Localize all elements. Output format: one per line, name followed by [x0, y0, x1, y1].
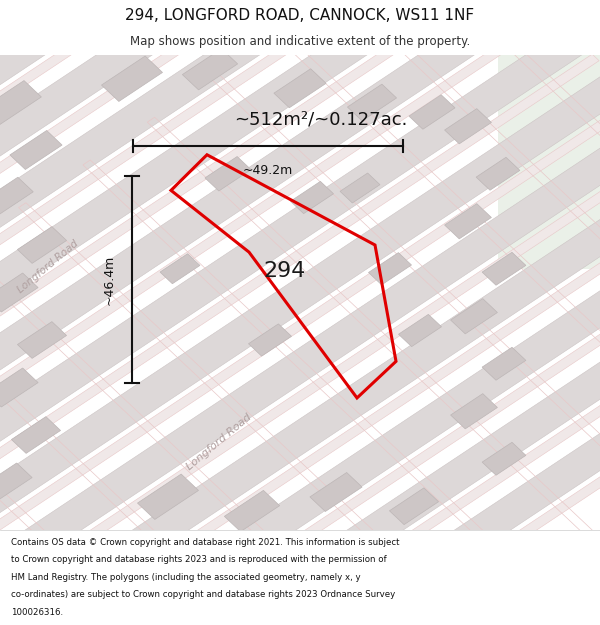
- Polygon shape: [0, 0, 233, 388]
- Polygon shape: [0, 0, 100, 262]
- Polygon shape: [0, 0, 367, 513]
- Text: ~512m²/~0.127ac.: ~512m²/~0.127ac.: [235, 110, 407, 128]
- Polygon shape: [451, 299, 497, 334]
- Polygon shape: [224, 491, 280, 532]
- Polygon shape: [0, 0, 511, 625]
- Polygon shape: [0, 0, 155, 314]
- Polygon shape: [0, 263, 600, 625]
- Polygon shape: [0, 96, 600, 625]
- Polygon shape: [0, 305, 600, 625]
- Polygon shape: [0, 0, 500, 625]
- Text: ~49.2m: ~49.2m: [243, 164, 293, 177]
- Polygon shape: [0, 112, 600, 625]
- Polygon shape: [389, 488, 439, 524]
- Polygon shape: [11, 417, 61, 453]
- Polygon shape: [0, 238, 600, 625]
- Polygon shape: [0, 221, 600, 625]
- Polygon shape: [0, 0, 377, 523]
- Text: Longford Road: Longford Road: [16, 238, 80, 294]
- Text: co-ordinates) are subject to Crown copyright and database rights 2023 Ordnance S: co-ordinates) are subject to Crown copyr…: [11, 591, 395, 599]
- Polygon shape: [398, 314, 442, 347]
- Polygon shape: [0, 0, 466, 607]
- Polygon shape: [0, 0, 289, 439]
- Polygon shape: [0, 0, 56, 220]
- Text: 294, LONGFORD ROAD, CANNOCK, WS11 1NF: 294, LONGFORD ROAD, CANNOCK, WS11 1NF: [125, 8, 475, 23]
- Polygon shape: [137, 474, 199, 519]
- Polygon shape: [0, 463, 32, 502]
- Polygon shape: [290, 181, 334, 214]
- Text: 100026316.: 100026316.: [11, 608, 63, 617]
- Text: to Crown copyright and database rights 2023 and is reproduced with the permissio: to Crown copyright and database rights 2…: [11, 555, 386, 564]
- Polygon shape: [182, 49, 238, 90]
- Polygon shape: [347, 84, 397, 121]
- Polygon shape: [0, 196, 600, 625]
- Polygon shape: [0, 0, 12, 178]
- Polygon shape: [0, 368, 38, 407]
- Text: Longford Road: Longford Road: [185, 412, 253, 472]
- Polygon shape: [445, 109, 491, 144]
- Polygon shape: [476, 158, 520, 190]
- Text: HM Land Registry. The polygons (including the associated geometry, namely x, y: HM Land Registry. The polygons (includin…: [11, 572, 361, 582]
- Polygon shape: [0, 71, 600, 625]
- Polygon shape: [340, 173, 380, 203]
- Polygon shape: [0, 0, 244, 398]
- Text: Map shows position and indicative extent of the property.: Map shows position and indicative extent…: [130, 35, 470, 48]
- Polygon shape: [274, 69, 326, 108]
- Polygon shape: [0, 0, 111, 272]
- Polygon shape: [0, 0, 455, 597]
- Polygon shape: [0, 154, 600, 625]
- Polygon shape: [0, 0, 544, 625]
- Polygon shape: [0, 0, 67, 230]
- Polygon shape: [205, 156, 251, 191]
- Polygon shape: [0, 177, 33, 217]
- Polygon shape: [101, 56, 163, 101]
- Polygon shape: [409, 95, 455, 129]
- Polygon shape: [0, 0, 322, 471]
- Polygon shape: [445, 204, 491, 239]
- Polygon shape: [0, 280, 600, 625]
- Polygon shape: [0, 0, 333, 481]
- Polygon shape: [0, 0, 422, 565]
- Polygon shape: [160, 254, 200, 284]
- Polygon shape: [0, 0, 189, 346]
- Polygon shape: [482, 442, 526, 475]
- Polygon shape: [0, 0, 23, 188]
- Polygon shape: [482, 253, 526, 285]
- Polygon shape: [0, 54, 599, 625]
- Polygon shape: [310, 472, 362, 511]
- Polygon shape: [498, 31, 600, 269]
- Polygon shape: [248, 324, 292, 356]
- Text: 294: 294: [264, 261, 306, 281]
- Polygon shape: [0, 81, 41, 124]
- Polygon shape: [0, 273, 38, 312]
- Text: ~46.4m: ~46.4m: [103, 254, 116, 304]
- Polygon shape: [482, 348, 526, 380]
- Polygon shape: [0, 12, 555, 625]
- Polygon shape: [0, 0, 145, 304]
- Polygon shape: [0, 0, 411, 555]
- Polygon shape: [0, 29, 589, 625]
- Polygon shape: [451, 394, 497, 429]
- Polygon shape: [17, 322, 67, 358]
- Polygon shape: [10, 131, 62, 169]
- Polygon shape: [17, 227, 67, 263]
- Polygon shape: [0, 138, 600, 625]
- Polygon shape: [368, 253, 412, 285]
- Polygon shape: [0, 0, 200, 356]
- Polygon shape: [0, 179, 600, 625]
- Polygon shape: [0, 0, 278, 429]
- Text: Contains OS data © Crown copyright and database right 2021. This information is : Contains OS data © Crown copyright and d…: [11, 538, 400, 547]
